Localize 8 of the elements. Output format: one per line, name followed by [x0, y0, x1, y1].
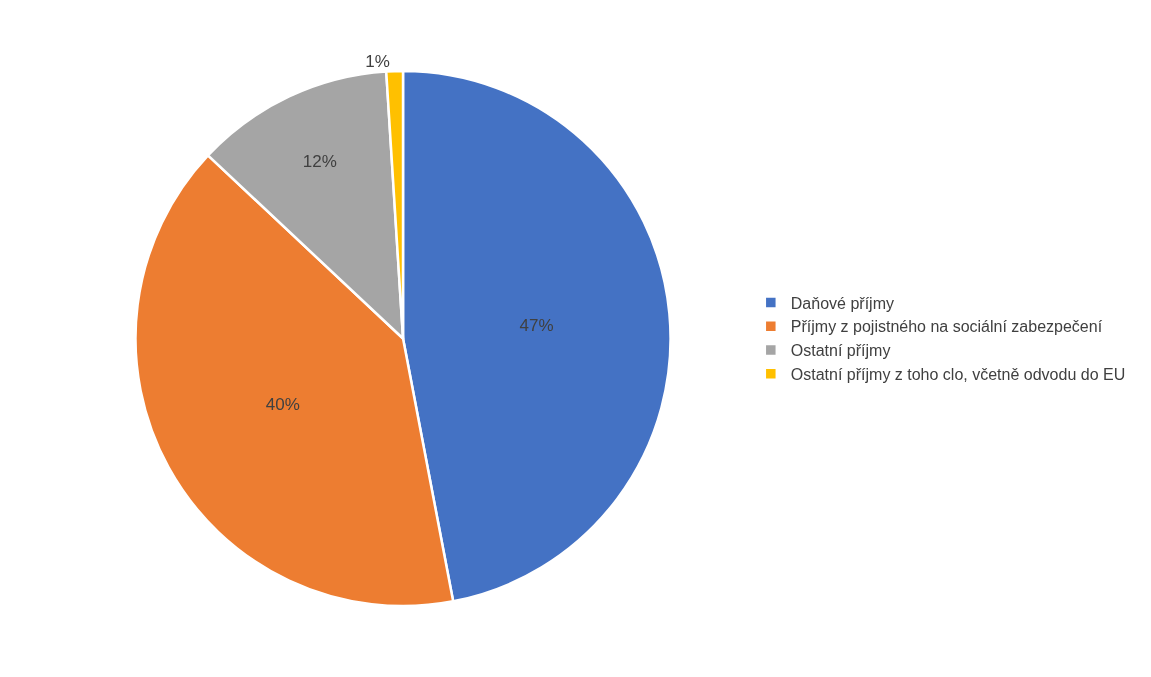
data-label: 47% — [519, 316, 554, 336]
legend-label: Příjmy z pojistného na sociální zabezpečení — [790, 318, 1103, 336]
legend-label: Ostatní příjmy — [790, 342, 891, 360]
legend-label: Ostatní příjmy z toho clo, včetně odvodu do EU — [790, 366, 1126, 384]
data-label: 1% — [365, 52, 390, 72]
data-label: 40% — [265, 395, 300, 415]
legend-label: Daňové příjmy — [790, 294, 894, 312]
data-label: 12% — [302, 152, 337, 172]
